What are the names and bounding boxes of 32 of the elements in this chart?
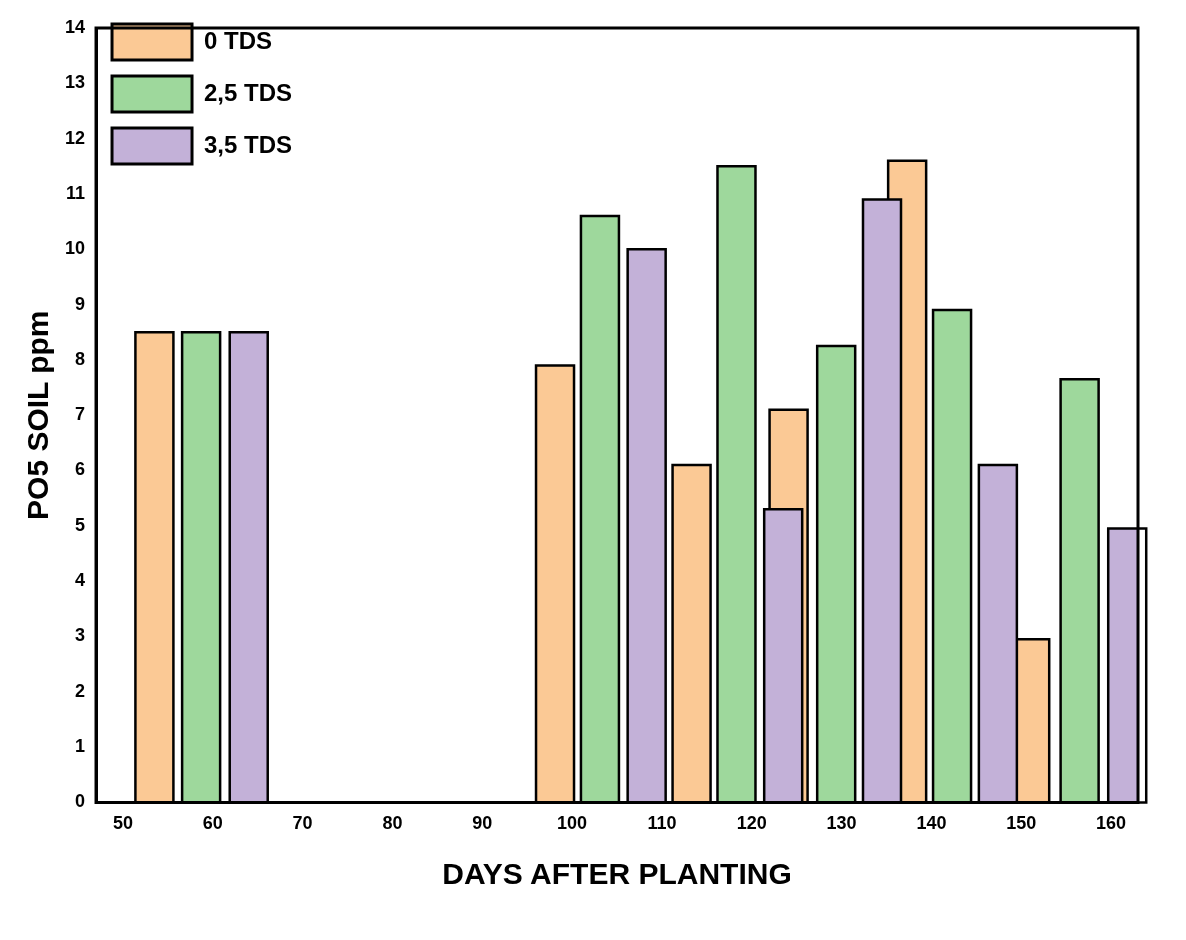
y-tick-label: 3 [75,625,86,646]
legend-label: 2,5 TDS [204,78,293,106]
x-tick-label: 80 [382,813,403,834]
x-tick-label: 130 [826,813,857,834]
y-tick-label: 10 [64,238,86,259]
y-tick-label: 2 [75,680,86,701]
legend-label: 3,5 TDS [204,130,293,158]
y-tick-label: 14 [64,16,86,37]
y-axis-title: PO5 SOIL ppm [21,310,55,520]
x-tick-label: 70 [292,813,313,834]
y-tick-label: 1 [75,736,86,757]
y-tick-label: 13 [64,72,86,93]
y-tick-label: 6 [75,459,86,480]
x-tick-label: 110 [647,813,677,834]
y-tick-label: 0 [75,791,86,812]
x-tick-label: 160 [1096,813,1127,834]
y-tick-label: 11 [65,182,86,203]
x-tick-label: 90 [472,813,493,834]
x-tick-label: 100 [557,813,588,834]
x-axis-title: DAYS AFTER PLANTING [442,857,792,891]
y-tick-label: 5 [75,514,86,535]
x-tick-label: 120 [736,813,767,834]
x-tick-label: 140 [916,813,947,834]
y-tick-label: 4 [75,570,86,591]
x-tick-label: 50 [112,813,133,834]
y-tick-label: 9 [75,293,86,314]
y-tick-label: 7 [75,404,86,425]
x-tick-label: 150 [1006,813,1037,834]
y-tick-label: 8 [75,348,86,369]
legend-label: 0 TDS [204,26,273,54]
y-tick-label: 12 [64,127,86,148]
x-tick-label: 60 [202,813,223,834]
